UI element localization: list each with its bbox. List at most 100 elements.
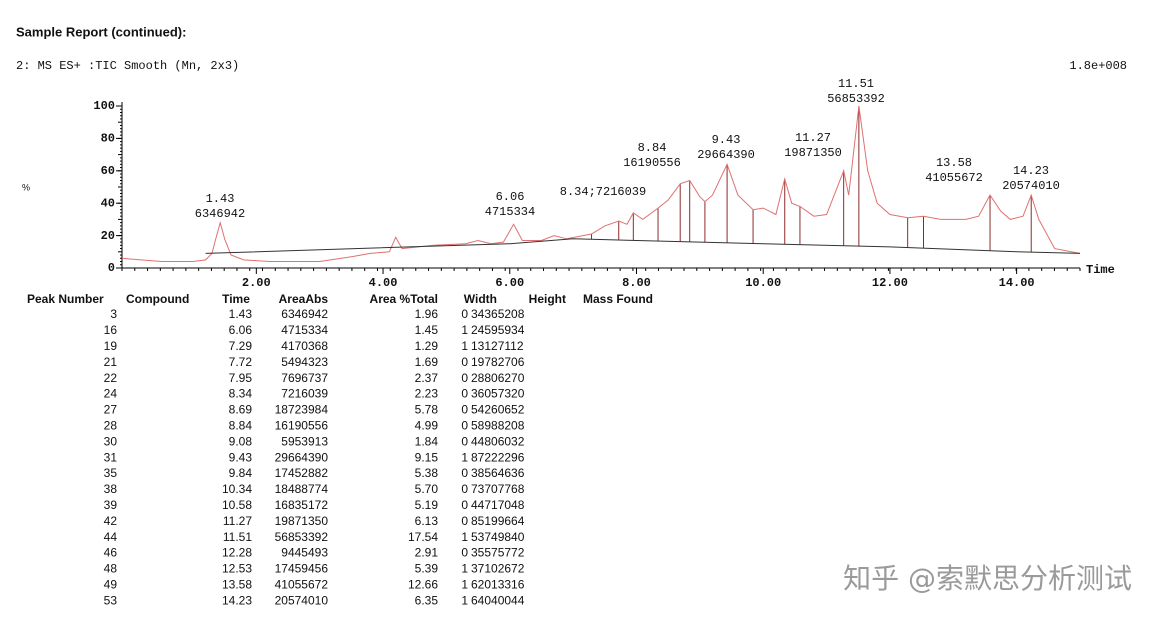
table-cell: 9.15 xyxy=(415,450,439,464)
peak-label: 6.06 xyxy=(496,190,525,204)
table-cell: 35 xyxy=(104,466,118,480)
table-cell: 1 xyxy=(461,577,468,591)
y-tick-label: 20 xyxy=(101,229,115,243)
table-cell: 1 xyxy=(461,450,468,464)
table-cell: 38564636 xyxy=(471,466,525,480)
watermark: 知乎 @索默思分析测试 xyxy=(843,562,1132,595)
table-cell: 1 xyxy=(461,339,468,353)
column-header: Compound xyxy=(126,292,189,306)
trace xyxy=(121,105,1081,262)
table-cell: 17459456 xyxy=(275,562,329,576)
peak-label: 16190556 xyxy=(623,156,681,170)
table-cell: 64040044 xyxy=(471,593,525,607)
table-cell: 42 xyxy=(104,514,118,528)
table-cell: 0 xyxy=(461,498,468,512)
y-tick-label: 40 xyxy=(101,196,115,210)
peak-label: 11.27 xyxy=(795,131,831,145)
peak-label: 56853392 xyxy=(827,92,885,106)
table-cell: 5.78 xyxy=(415,403,439,417)
peak-label: 14.23 xyxy=(1013,164,1049,178)
table-cell: 0 xyxy=(461,403,468,417)
table-cell: 13.58 xyxy=(222,577,252,591)
x-tick-label: 12.00 xyxy=(872,276,908,290)
table-cell: 58988208 xyxy=(471,418,525,432)
table-cell: 53 xyxy=(104,593,118,607)
table-cell: 0 xyxy=(461,514,468,528)
peak-label: 41055672 xyxy=(925,171,983,185)
table-cell: 1.84 xyxy=(415,434,439,448)
y-tick-label: 60 xyxy=(101,164,115,178)
column-header: Peak Number xyxy=(27,292,104,306)
peak-label: 8.34;7216039 xyxy=(560,185,646,199)
table-cell: 9445493 xyxy=(281,546,328,560)
table-cell: 28806270 xyxy=(471,371,525,385)
column-header: AreaAbs xyxy=(279,292,329,306)
table-cell: 38 xyxy=(104,482,118,496)
table-cell: 6346942 xyxy=(281,307,328,321)
table-cell: 0 xyxy=(461,434,468,448)
table-cell: 85199664 xyxy=(471,514,525,528)
table-cell: 46 xyxy=(104,546,118,560)
chart-title: 2: MS ES+ :TIC Smooth (Mn, 2x3) xyxy=(16,59,239,73)
x-tick-label: 10.00 xyxy=(745,276,781,290)
table-cell: 7216039 xyxy=(281,387,328,401)
x-label: Time xyxy=(1086,263,1115,277)
table-cell: 1.43 xyxy=(229,307,253,321)
table-cell: 21 xyxy=(104,355,118,369)
y-tick-label: 100 xyxy=(93,99,115,113)
table-cell: 17452882 xyxy=(275,466,329,480)
table-cell: 16 xyxy=(104,323,118,337)
column-header: Height xyxy=(529,292,566,306)
table-cell: 1.96 xyxy=(415,307,439,321)
table-cell: 3 xyxy=(110,307,117,321)
table-cell: 10.58 xyxy=(222,498,252,512)
table-cell: 4.99 xyxy=(415,418,439,432)
y-tick-label: 0 xyxy=(108,261,115,275)
table-cell: 49 xyxy=(104,577,118,591)
table-cell: 2.23 xyxy=(415,387,439,401)
table-cell: 44806032 xyxy=(471,434,525,448)
table-cell: 7.29 xyxy=(229,339,253,353)
table-cell: 0 xyxy=(461,546,468,560)
x-tick-label: 2.00 xyxy=(242,276,271,290)
table-cell: 1 xyxy=(461,593,468,607)
table-cell: 0 xyxy=(461,355,468,369)
table-cell: 1 xyxy=(461,562,468,576)
table-cell: 5494323 xyxy=(281,355,328,369)
column-header: Area %Total xyxy=(370,292,438,306)
table-cell: 18723984 xyxy=(275,403,329,417)
table-cell: 31 xyxy=(104,450,118,464)
trace xyxy=(205,238,1081,254)
table-cell: 5953913 xyxy=(281,434,328,448)
table-cell: 24595934 xyxy=(471,323,525,337)
y-tick-label: 80 xyxy=(101,132,115,146)
table-cell: 14.23 xyxy=(222,593,252,607)
table-cell: 4715334 xyxy=(281,323,328,337)
table-cell: 0 xyxy=(461,482,468,496)
table-cell: 62013316 xyxy=(471,577,525,591)
table-cell: 6.06 xyxy=(229,323,253,337)
peak-label: 8.84 xyxy=(638,141,667,155)
table-cell: 41055672 xyxy=(275,577,329,591)
table-cell: 19 xyxy=(104,339,118,353)
table-cell: 5.38 xyxy=(415,466,439,480)
peak-label: 29664390 xyxy=(697,148,755,162)
table-cell: 1 xyxy=(461,530,468,544)
table-cell: 1.45 xyxy=(415,323,439,337)
table-cell: 0 xyxy=(461,371,468,385)
table-cell: 2.37 xyxy=(415,371,439,385)
peak-label: 11.51 xyxy=(838,77,874,91)
table-cell: 17.54 xyxy=(408,530,438,544)
table-cell: 48 xyxy=(104,562,118,576)
peak-label: 20574010 xyxy=(1002,179,1060,193)
table-cell: 54260652 xyxy=(471,403,525,417)
x-tick-label: 8.00 xyxy=(622,276,651,290)
table-cell: 8.34 xyxy=(229,387,253,401)
table-cell: 1 xyxy=(461,323,468,337)
peak-label: 19871350 xyxy=(784,146,842,160)
table-cell: 19782706 xyxy=(471,355,525,369)
table-cell: 35575772 xyxy=(471,546,525,560)
table-cell: 34365208 xyxy=(471,307,525,321)
table-cell: 16835172 xyxy=(275,498,329,512)
table-cell: 7.95 xyxy=(229,371,253,385)
